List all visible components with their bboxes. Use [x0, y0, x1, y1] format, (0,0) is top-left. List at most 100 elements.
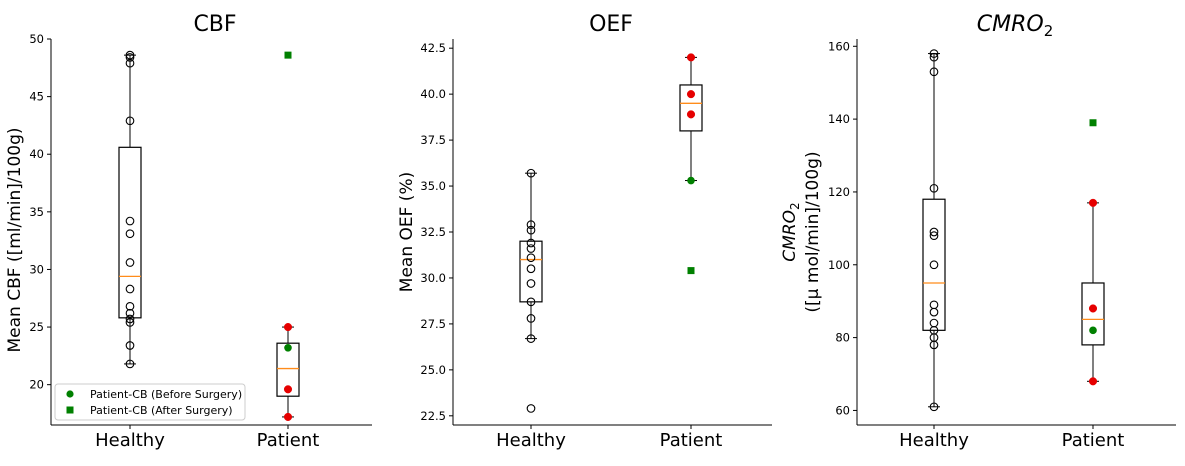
- y-tick-label: 140: [828, 112, 850, 126]
- healthy-point: [929, 260, 939, 270]
- healthy-point: [929, 300, 939, 310]
- legend-marker-after: [66, 406, 74, 414]
- cmro2-xtick-patient: Patient: [1062, 430, 1125, 451]
- patient-point: [686, 90, 696, 99]
- cmro2-title: CMRO2: [977, 12, 1054, 40]
- y-tick-label: 20: [29, 378, 44, 392]
- patient-cb-after-point: [687, 267, 695, 275]
- patient-point: [1088, 377, 1098, 386]
- patient-point: [686, 53, 696, 62]
- oef-xtick-healthy: Healthy: [496, 430, 566, 451]
- healthy-point: [125, 308, 135, 318]
- cbf-ylabel: Mean CBF ([ml/min]/100g): [5, 127, 25, 352]
- patient-cb-after-point: [1089, 119, 1097, 127]
- healthy-point: [125, 50, 135, 60]
- y-tick-label: 120: [828, 185, 850, 199]
- healthy-point: [526, 225, 536, 235]
- cbf-axes: 20 25 30 35 40 45 50: [29, 32, 372, 429]
- y-tick-label: 160: [828, 39, 850, 53]
- y-tick-label: 32.5: [420, 225, 446, 239]
- legend-frame: [54, 383, 246, 421]
- healthy-point: [929, 227, 939, 237]
- patient-point: [686, 110, 696, 119]
- healthy-point: [929, 231, 939, 240]
- healthy-point: [125, 229, 135, 239]
- legend-label-before: Patient-CB (Before Surgery): [90, 388, 242, 401]
- healthy-point: [125, 359, 135, 369]
- healthy-point: [125, 116, 135, 126]
- panel-cbf: CBF Mean CBF ([ml/min]/100g) 20 25 30 35 40 4…: [5, 12, 372, 451]
- box-patient: [679, 84, 703, 132]
- cbf-xtick-healthy: Healthy: [95, 430, 165, 451]
- healthy-point: [526, 264, 536, 274]
- patient-cb-before-point: [284, 344, 292, 352]
- cmro2-ylabel-line2: ([μ mol/min]/100g): [803, 151, 823, 312]
- healthy-point: [526, 279, 536, 288]
- patient-point: [1088, 304, 1098, 313]
- y-tick-label: 35.0: [420, 179, 446, 193]
- y-tick-label: 50: [29, 32, 44, 46]
- box-healthy: [922, 198, 946, 331]
- patient-point: [1088, 198, 1098, 207]
- healthy-point: [526, 253, 536, 263]
- y-tick-label: 40: [29, 147, 44, 161]
- box-patient: [276, 342, 300, 397]
- healthy-point: [929, 402, 939, 412]
- y-tick-label: 30.0: [420, 271, 446, 285]
- cbf-xtick-patient: Patient: [257, 430, 320, 451]
- y-tick-label: 100: [828, 258, 850, 272]
- healthy-point: [929, 307, 939, 317]
- legend: Patient-CB (Before Surgery) Patient-CB (…: [54, 383, 246, 421]
- y-tick-label: 42.5: [420, 41, 446, 55]
- healthy-point: [125, 314, 135, 324]
- healthy-point: [125, 53, 135, 62]
- y-tick-label: 45: [29, 90, 44, 104]
- legend-label-after: Patient-CB (After Surgery): [90, 404, 233, 417]
- cbf-title: CBF: [193, 12, 236, 37]
- panel-oef: OEF Mean OEF (%) 22.5 25.0 27.5 30.0 32.5 35.…: [397, 12, 772, 451]
- patient-point: [283, 323, 293, 332]
- y-tick-label: 37.5: [420, 133, 446, 147]
- healthy-point: [526, 334, 536, 343]
- y-tick-label: 60: [835, 403, 850, 417]
- panel-cmro2: CMRO2 CMRO2 ([μ mol/min]/100g) 60 80 100 12…: [780, 12, 1176, 451]
- healthy-point: [526, 244, 536, 253]
- cmro2-ylabel-line1: CMRO2: [780, 202, 802, 261]
- healthy-point: [526, 314, 536, 323]
- healthy-point: [125, 341, 135, 350]
- cmro2-axes: 60 80 100 120 140 160: [828, 39, 1176, 429]
- healthy-point: [125, 284, 135, 294]
- y-tick-label: 25.0: [420, 363, 446, 377]
- patient-point: [283, 412, 293, 421]
- healthy-point: [929, 183, 939, 193]
- y-tick-label: 80: [835, 331, 850, 345]
- healthy-point: [929, 52, 939, 62]
- healthy-point: [929, 49, 939, 58]
- healthy-point: [526, 297, 536, 307]
- oef-axes: 22.5 25.0 27.5 30.0 32.5 35.0 37.5 40.0 42.5: [420, 39, 772, 429]
- box-patient: [1081, 282, 1105, 346]
- healthy-point: [125, 318, 135, 327]
- box-healthy: [519, 240, 543, 303]
- healthy-point: [526, 404, 536, 413]
- y-tick-label: 27.5: [420, 317, 446, 331]
- healthy-point: [125, 216, 135, 226]
- oef-title: OEF: [589, 12, 633, 37]
- box-healthy: [118, 146, 142, 319]
- y-tick-label: 35: [29, 205, 44, 219]
- healthy-point: [526, 168, 536, 178]
- healthy-point: [526, 238, 536, 248]
- healthy-point: [526, 220, 536, 229]
- y-tick-label: 22.5: [420, 409, 446, 423]
- patient-cb-after-point: [284, 51, 292, 59]
- patient-point: [283, 385, 293, 394]
- healthy-point: [929, 67, 939, 77]
- cmro2-xtick-healthy: Healthy: [899, 430, 969, 451]
- y-tick-label: 40.0: [420, 87, 446, 101]
- oef-xtick-patient: Patient: [660, 430, 723, 451]
- patient-cb-before-point: [687, 176, 695, 185]
- healthy-point: [125, 301, 135, 311]
- y-tick-label: 30: [29, 262, 44, 276]
- legend-marker-before: [66, 390, 74, 398]
